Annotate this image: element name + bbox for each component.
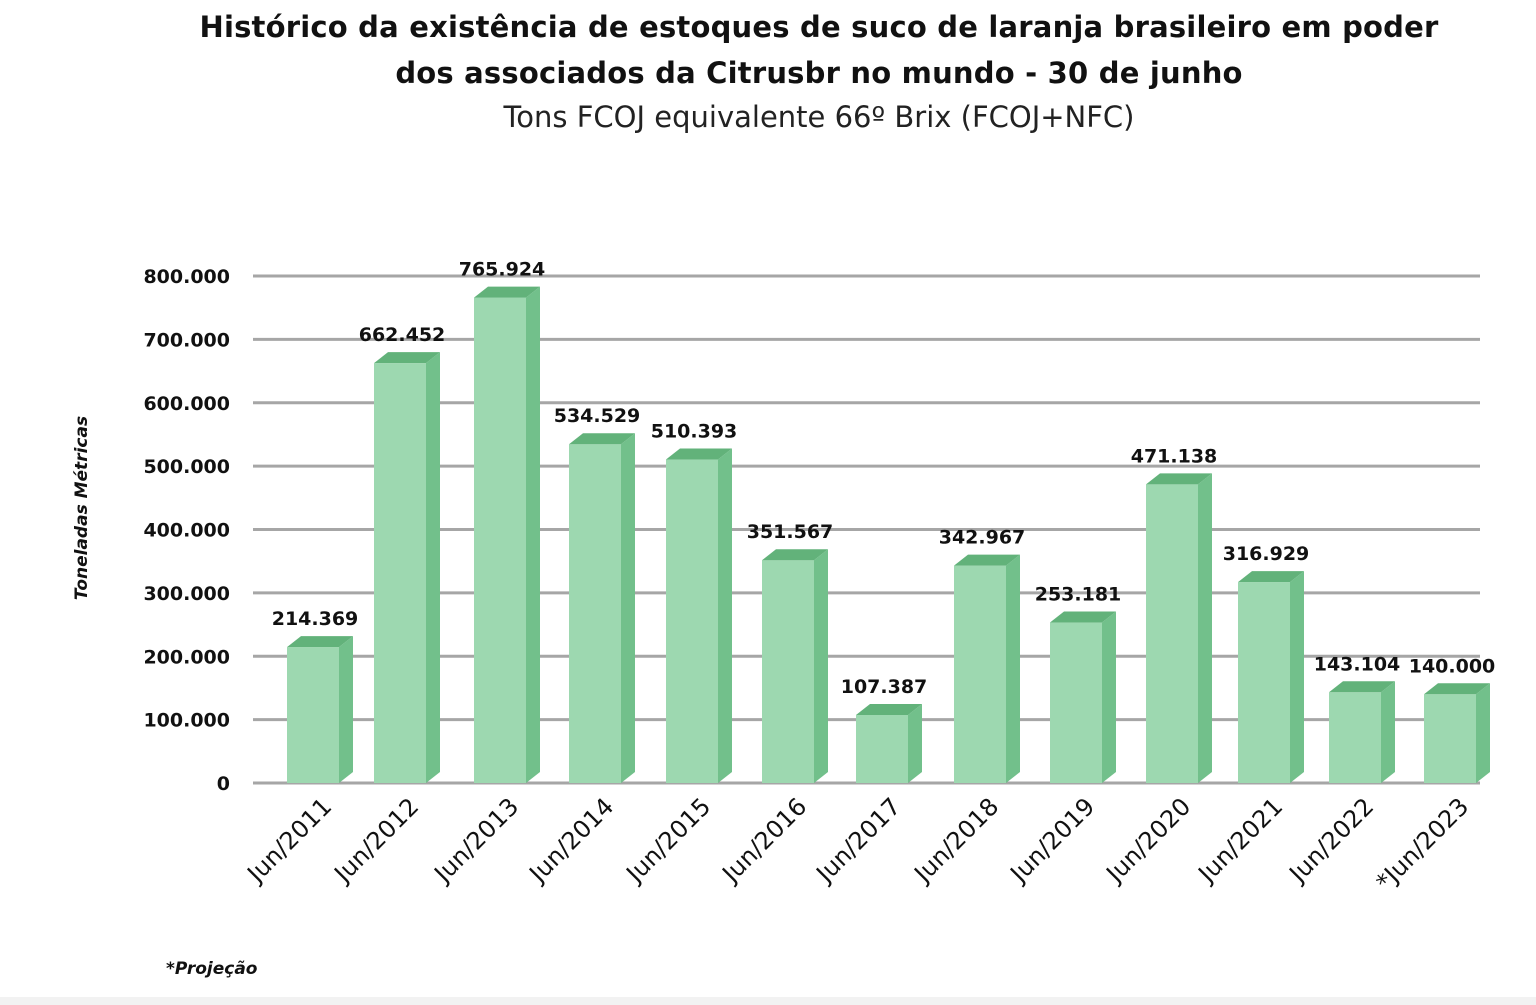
bar <box>474 286 540 783</box>
y-tick-label: 600.000 <box>143 393 230 415</box>
x-tick-label: Jun/2014 <box>523 792 620 889</box>
bar-front <box>856 714 908 783</box>
y-tick-label: 700.000 <box>143 329 230 351</box>
bar-top <box>474 286 540 298</box>
bar-top <box>666 448 732 460</box>
data-label: 534.529 <box>554 405 641 427</box>
bar-front <box>1146 484 1198 783</box>
bar-front <box>954 565 1006 783</box>
bar <box>374 352 440 783</box>
bar-side <box>718 448 732 783</box>
bar <box>1424 683 1490 783</box>
x-tick-label: Jun/2016 <box>716 792 813 889</box>
bar <box>666 448 732 783</box>
bar-top <box>856 703 922 715</box>
data-labels: 214.369 662.452 765.924 534.529 510.393 351.5… <box>272 259 1496 698</box>
bar-side <box>814 549 828 783</box>
bar-side <box>339 636 353 783</box>
bar <box>1050 611 1116 783</box>
bar-top <box>569 433 635 445</box>
x-tick-label: *Jun/2023 <box>1371 792 1475 896</box>
x-tick-label: Jun/2020 <box>1100 792 1197 889</box>
data-label: 471.138 <box>1131 445 1218 467</box>
bar <box>762 549 828 783</box>
x-tick-label: Jun/2015 <box>620 792 717 889</box>
bar <box>1146 473 1212 783</box>
bar-front <box>666 459 718 783</box>
y-axis-label: Toneladas Métricas <box>72 416 92 600</box>
bar-side <box>1381 681 1395 783</box>
bar-front <box>1050 622 1102 783</box>
bar-front <box>1238 582 1290 783</box>
x-tick-label: Jun/2017 <box>810 792 907 889</box>
bar-front <box>762 560 814 783</box>
footnote: *Projeção <box>166 959 258 979</box>
bar-side <box>1102 611 1116 783</box>
x-tick-label: Jun/2022 <box>1283 792 1380 889</box>
bar-front <box>287 647 339 783</box>
y-tick-label: 100.000 <box>143 710 230 732</box>
bar <box>856 703 922 783</box>
bar-top <box>287 636 353 648</box>
y-tick-label: 500.000 <box>143 456 230 478</box>
data-label: 510.393 <box>651 421 738 443</box>
bar <box>954 554 1020 783</box>
bar-top <box>1238 571 1304 583</box>
bar <box>569 433 635 783</box>
bar-side <box>1006 554 1020 783</box>
x-tick-label: Jun/2021 <box>1192 792 1289 889</box>
data-label: 253.181 <box>1035 584 1122 606</box>
chart-subtitle: Tons FCOJ equivalente 66º Brix (FCOJ+NFC… <box>503 100 1135 134</box>
bar-front <box>374 363 426 783</box>
bar-front <box>474 297 526 783</box>
chart-title-line-1: Histórico da existência de estoques de s… <box>199 10 1439 44</box>
data-label: 351.567 <box>747 521 834 543</box>
bar-side <box>1476 683 1490 783</box>
data-label: 140.000 <box>1409 655 1496 677</box>
chart-title-line-2: dos associados da Citrusbr no mundo - 30… <box>395 56 1243 90</box>
data-label: 316.929 <box>1223 543 1310 565</box>
data-label: 107.387 <box>841 676 928 698</box>
bar-front <box>569 444 621 783</box>
bar-side <box>908 703 922 783</box>
bar-side <box>1290 571 1304 783</box>
bar <box>1329 681 1395 783</box>
y-tick-label: 800.000 <box>143 266 230 288</box>
bar-front <box>1424 694 1476 783</box>
bar-top <box>1050 611 1116 623</box>
bar-top <box>1146 473 1212 485</box>
bar-side <box>1198 473 1212 783</box>
data-label: 342.967 <box>939 527 1026 549</box>
bar-top <box>954 554 1020 566</box>
bar-top <box>374 352 440 364</box>
y-tick-label: 300.000 <box>143 583 230 605</box>
data-label: 214.369 <box>272 608 359 630</box>
x-tick-label: Jun/2011 <box>241 792 338 889</box>
bar-side <box>426 352 440 783</box>
data-label: 143.104 <box>1314 653 1401 675</box>
bar-side <box>621 433 635 783</box>
bar <box>1238 571 1304 783</box>
y-tick-label: 200.000 <box>143 646 230 668</box>
data-label: 765.924 <box>459 259 546 281</box>
page-bottom-strip <box>0 997 1536 1005</box>
bar-top <box>1424 683 1490 695</box>
x-tick-label: Jun/2018 <box>908 792 1005 889</box>
x-tick-label: Jun/2012 <box>328 792 425 889</box>
bar-side <box>526 286 540 783</box>
x-tick-label: Jun/2013 <box>428 792 525 889</box>
data-label: 662.452 <box>359 324 446 346</box>
bars <box>287 286 1490 783</box>
y-tick-label: 400.000 <box>143 520 230 542</box>
bar-front <box>1329 692 1381 783</box>
bar-top <box>1329 681 1395 693</box>
y-tick-label: 0 <box>217 773 230 795</box>
bar-top <box>762 549 828 561</box>
y-axis-ticks: 0 100.000 200.000 300.000 400.000 500.000 600.… <box>143 266 230 795</box>
x-tick-label: Jun/2019 <box>1004 792 1101 889</box>
bar <box>287 636 353 783</box>
